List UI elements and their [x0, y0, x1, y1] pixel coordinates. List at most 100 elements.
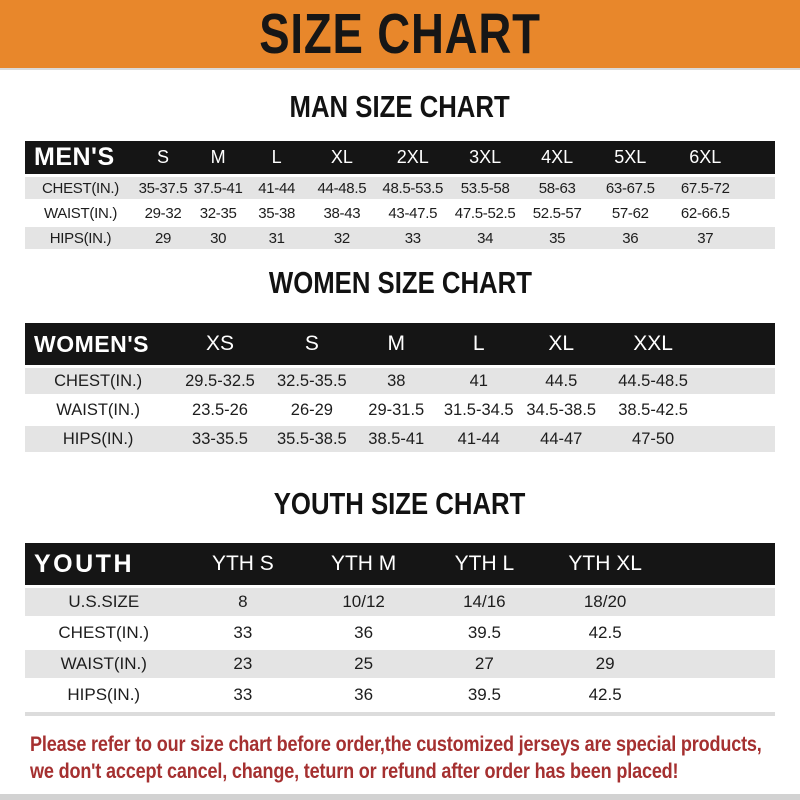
filler-cell: [666, 681, 776, 709]
table-corner-label: MEN'S: [25, 141, 136, 174]
size-column-header: 6XL: [667, 141, 743, 174]
filler-cell: [743, 177, 775, 199]
size-value-cell: 67.5-72: [680, 179, 730, 197]
row-label: WAIST(IN.): [56, 400, 140, 419]
size-value-cell: 23: [233, 654, 253, 673]
size-value-cell: 62-66.5: [680, 204, 730, 222]
size-value-cell: 38.5-42.5: [618, 400, 688, 419]
row-label: CHEST(IN.): [54, 371, 143, 390]
row-label: CHEST(IN.): [58, 623, 150, 642]
table-row: WAIST(IN.) 23.5-26 26-29 29-31.5 31.5-34.5 34…: [25, 397, 775, 423]
bottom-edge: [0, 794, 800, 800]
women-size-chart-title: WOMEN SIZE CHART: [0, 266, 800, 300]
size-column-header: XL: [307, 141, 377, 174]
row-label: HIPS(IN.): [49, 229, 112, 247]
size-value-cell: 27: [474, 654, 494, 673]
size-value-cell: 35-38: [258, 204, 296, 222]
size-value-cell: 37.5-41: [193, 179, 243, 197]
table-corner-label: WOMEN'S: [25, 323, 172, 365]
filler-cell: [666, 588, 776, 616]
size-value-cell: 32: [333, 229, 350, 247]
size-value-cell: 25: [354, 654, 374, 673]
size-value-cell: 41-44: [457, 429, 500, 448]
footer-line-2: we don't accept cancel, change, teturn o…: [30, 760, 679, 783]
size-value-cell: 48.5-53.5: [382, 179, 444, 197]
size-value-cell: 32-35: [199, 204, 237, 222]
size-column-header: 5XL: [592, 141, 668, 174]
size-column-header: S: [268, 323, 355, 365]
table-row: CHEST(IN.) 29.5-32.5 32.5-35.5 38 41 44.5 44.5…: [25, 368, 775, 394]
size-column-header: XXL: [602, 323, 704, 365]
row-label: WAIST(IN.): [60, 654, 147, 673]
size-value-cell: 41-44: [258, 179, 296, 197]
size-value-cell: 36: [354, 685, 374, 704]
size-value-cell: 29: [154, 229, 172, 247]
size-value-cell: 44.5: [545, 371, 578, 390]
size-value-cell: 33: [233, 623, 253, 642]
size-value-cell: 14/16: [463, 592, 506, 611]
table-bottom-divider: [25, 712, 775, 716]
header-bar-row: WOMEN'S XS S M L XL XXL: [25, 323, 775, 365]
table-row: CHEST(IN.) 35-37.5 37.5-41 41-44 44-48.5 48.5…: [25, 177, 775, 199]
size-value-cell: 63-67.5: [605, 179, 655, 197]
table-row: HIPS(IN.) 33 36 39.5 42.5: [25, 681, 775, 709]
header-bar-row: MEN'S S M L XL 2XL 3XL 4XL 5XL 6XL: [25, 141, 775, 174]
filler-cell: [704, 426, 775, 452]
size-value-cell: 26-29: [290, 400, 333, 419]
size-column-header: YTH S: [182, 543, 304, 585]
filler-cell: [666, 619, 776, 647]
youth-size-table: YOUTH YTH S YTH M YTH L YTH XL U.S.SIZE 8 10/12…: [25, 540, 775, 712]
size-value-cell: 42.5: [588, 685, 622, 704]
filler-cell: [743, 202, 775, 224]
size-column-header: M: [355, 323, 438, 365]
size-value-cell: 58-63: [538, 179, 576, 197]
filler-cell: [665, 543, 775, 585]
size-value-cell: 33: [404, 229, 421, 247]
size-value-cell: 33-35.5: [192, 429, 248, 448]
footer-note: Please refer to our size chart before or…: [30, 731, 800, 785]
filler-cell: [703, 323, 775, 365]
filler-cell: [743, 227, 775, 249]
size-column-header: XS: [171, 323, 269, 365]
size-value-cell: 39.5: [467, 623, 501, 642]
women-size-table: WOMEN'S XS S M L XL XXL CHEST(IN.) 29.5-32.5 32.5…: [25, 320, 775, 455]
size-value-cell: 29-31.5: [368, 400, 425, 419]
size-value-cell: 31: [268, 229, 285, 247]
size-value-cell: 44-48.5: [317, 179, 367, 197]
size-value-cell: 29-32: [144, 204, 182, 222]
size-value-cell: 41: [469, 371, 488, 390]
size-value-cell: 37: [697, 229, 714, 247]
table-corner-label: YOUTH: [25, 543, 183, 585]
size-value-cell: 23.5-26: [192, 400, 248, 419]
size-column-header: M: [190, 141, 247, 174]
size-value-cell: 18/20: [583, 592, 627, 611]
size-column-header: YTH M: [303, 543, 424, 585]
size-value-cell: 47-50: [632, 429, 675, 448]
size-value-cell: 30: [210, 229, 227, 247]
size-value-cell: 47.5-52.5: [454, 204, 516, 222]
table-row: U.S.SIZE 8 10/12 14/16 18/20: [25, 588, 775, 616]
table-row: WAIST(IN.) 29-32 32-35 35-38 38-43 43-47.5 47.…: [25, 202, 775, 224]
size-column-header: L: [246, 141, 307, 174]
size-value-cell: 32.5-35.5: [277, 371, 347, 390]
size-column-header: YTH L: [424, 543, 545, 585]
table-row: HIPS(IN.) 33-35.5 35.5-38.5 38.5-41 41-44 44-…: [25, 426, 775, 452]
size-column-header: 2XL: [376, 141, 449, 174]
filler-cell: [704, 368, 775, 394]
size-value-cell: 35-37.5: [138, 179, 188, 197]
size-column-header: 3XL: [448, 141, 522, 174]
filler-cell: [742, 141, 775, 174]
size-value-cell: 31.5-34.5: [443, 400, 514, 419]
size-column-header: 4XL: [521, 141, 593, 174]
size-column-header: L: [437, 323, 520, 365]
size-value-cell: 35: [549, 229, 566, 247]
row-label: WAIST(IN.): [43, 204, 118, 222]
size-value-cell: 38: [387, 371, 406, 390]
size-value-cell: 29: [595, 654, 615, 673]
row-label: HIPS(IN.): [67, 685, 141, 704]
banner-title: SIZE CHART: [259, 1, 541, 66]
size-value-cell: 34.5-38.5: [526, 400, 597, 419]
size-value-cell: 35.5-38.5: [277, 429, 347, 448]
size-value-cell: 57-62: [611, 204, 649, 222]
table-row: HIPS(IN.) 29 30 31 32 33 34 35 36 37: [25, 227, 775, 249]
